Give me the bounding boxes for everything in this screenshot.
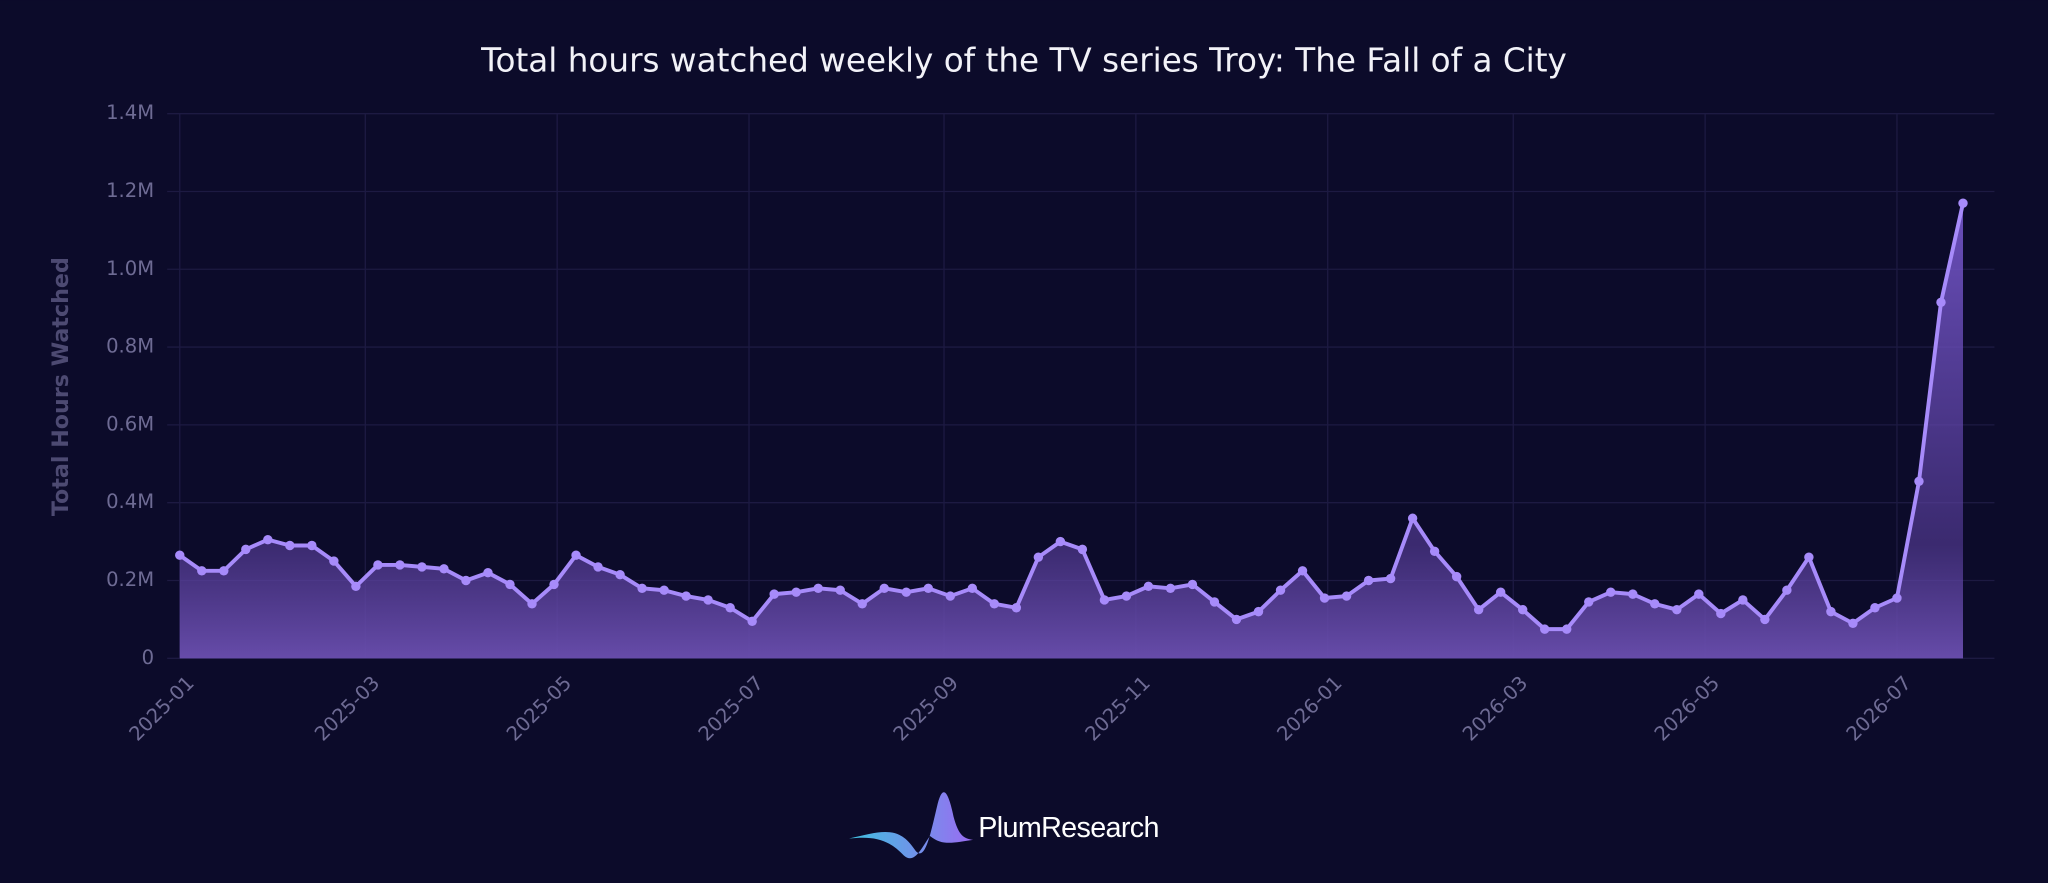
point [1760,614,1770,625]
y-tick-label: 1.0M [106,257,154,280]
y-tick-label: 0 [142,646,154,669]
point [967,583,978,593]
point [329,556,339,566]
point [1099,595,1110,605]
logo: PlumResearch [848,792,1159,859]
y-tick-label: 0.4M [106,490,154,513]
point [1650,599,1660,609]
point [615,569,625,580]
point [461,575,471,586]
point [417,562,427,572]
point [1495,587,1506,597]
point [769,589,779,599]
point [1363,575,1374,586]
point [1407,513,1418,523]
point [1672,604,1682,615]
point [901,587,911,597]
point [219,566,229,576]
point [395,560,405,570]
point [1848,618,1858,629]
point [1958,198,1968,208]
y-tick-label: 1.2M [106,179,154,202]
point [307,540,317,551]
point [527,599,537,609]
point [1694,589,1704,599]
point [1231,614,1242,625]
point [747,616,757,627]
point [1055,536,1066,547]
area [179,203,1963,659]
logo-text: PlumResearch [978,812,1159,844]
y-tick-label: 0.8M [106,335,154,358]
point [1385,573,1396,584]
logo-mark [848,792,974,859]
point [1562,624,1572,634]
point [175,550,185,560]
point [1914,476,1924,487]
point [1209,597,1220,607]
y-axis-label: Total Hours Watched [48,257,74,516]
point [1517,604,1528,615]
point [351,581,361,592]
point [1077,544,1088,555]
point [1870,603,1880,613]
point [285,540,295,551]
point [1033,552,1044,562]
point [1936,297,1946,308]
point [637,583,647,593]
point [681,591,691,601]
y-tick-label: 1.4M [106,101,154,124]
point [1011,603,1022,613]
point [549,579,559,590]
point [1584,597,1594,607]
point [1319,593,1330,603]
point [703,595,713,605]
point [1429,546,1440,557]
point [1826,606,1836,617]
point [659,585,669,595]
point [813,583,823,593]
point [1606,587,1616,597]
point [1473,604,1484,615]
point [1275,585,1286,595]
point [1738,595,1748,605]
y-tick-label: 0.6M [106,412,154,435]
point [1716,608,1726,619]
point [373,560,383,570]
point [989,599,1000,609]
point [483,568,493,578]
point [1341,591,1352,601]
y-tick-label: 0.2M [106,568,154,591]
point [1165,583,1176,593]
point [879,583,889,593]
point [439,564,449,574]
point [571,550,581,560]
point [791,587,801,597]
point [1628,589,1638,599]
line [178,202,1965,632]
point [1253,606,1264,617]
point [505,579,515,590]
point [1782,585,1792,595]
point [1540,624,1550,634]
point [1451,571,1462,582]
point [725,603,735,613]
point [857,599,867,609]
point [1297,566,1308,576]
point [1187,579,1198,590]
point [197,566,207,576]
chart-title: Total hours watched weekly of the TV ser… [480,42,1567,80]
point [1121,591,1132,601]
point [945,591,955,601]
point [263,534,273,545]
point [593,562,603,572]
point [241,544,251,555]
point [835,585,845,595]
point [1892,593,1902,603]
point [1143,581,1154,592]
point [923,583,933,593]
point [1804,552,1814,562]
